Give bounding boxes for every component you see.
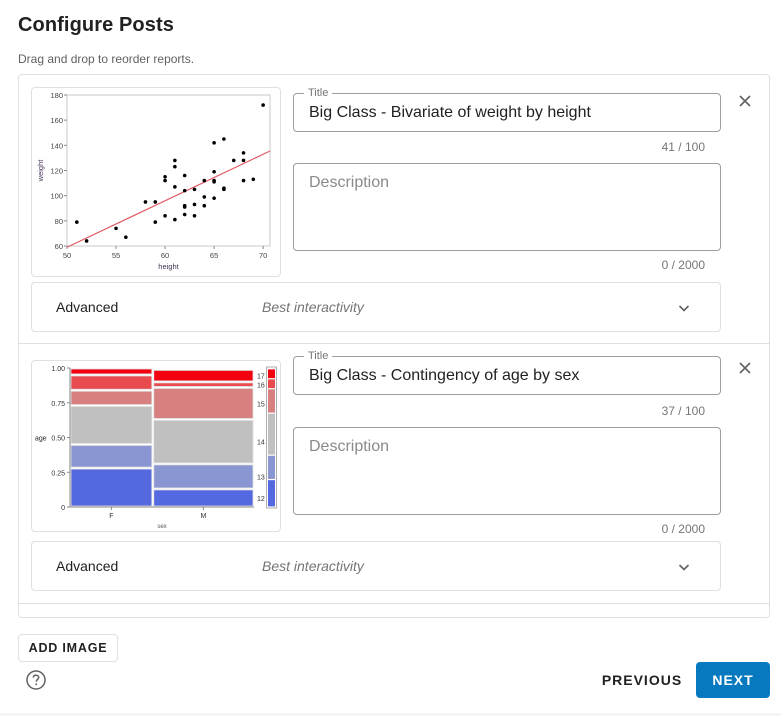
title-value[interactable]: Big Class - Bivariate of weight by heigh… (309, 104, 591, 121)
svg-text:140: 140 (50, 141, 63, 150)
svg-text:16: 16 (257, 383, 265, 390)
svg-text:55: 55 (112, 251, 120, 260)
title-label: Title (304, 349, 333, 363)
advanced-label: Advanced (56, 558, 119, 574)
svg-text:160: 160 (50, 116, 63, 125)
svg-text:180: 180 (50, 91, 63, 100)
add-image-button[interactable]: ADD IMAGE (18, 634, 118, 662)
remove-post-button[interactable] (735, 358, 755, 378)
help-circle-icon (26, 670, 46, 690)
advanced-dropdown[interactable]: Advanced Best interactivity (31, 282, 721, 332)
svg-text:height: height (158, 262, 179, 271)
advanced-value: Best interactivity (262, 299, 364, 315)
description-char-counter: 0 / 2000 (661, 258, 705, 272)
help-button[interactable] (25, 669, 47, 691)
page-title: Configure Posts (18, 14, 174, 36)
advanced-value: Best interactivity (262, 558, 364, 574)
title-label: Title (304, 86, 333, 100)
svg-text:age: age (35, 436, 47, 443)
title-char-counter: 37 / 100 (661, 404, 705, 418)
close-icon (739, 95, 751, 107)
description-char-counter: 0 / 2000 (661, 522, 705, 536)
title-input[interactable]: Title Big Class - Contingency of age by … (293, 349, 721, 395)
post-thumbnail-scatter: 60 80 100 120 140 160 180 50 55 60 65 70 height weigh… (31, 87, 281, 277)
svg-text:sex: sex (157, 524, 166, 530)
scatter-chart: 60 80 100 120 140 160 180 50 55 60 65 70 height weigh… (36, 91, 271, 271)
advanced-dropdown[interactable]: Advanced Best interactivity (31, 541, 721, 591)
previous-button[interactable]: PREVIOUS (601, 672, 683, 688)
svg-text:60: 60 (55, 242, 63, 251)
svg-text:15: 15 (257, 401, 265, 408)
chevron-down-icon (678, 305, 690, 312)
title-input[interactable]: Title Big Class - Bivariate of weight by… (293, 86, 721, 132)
page-subtitle: Drag and drop to reorder reports. (18, 52, 195, 66)
description-input[interactable]: Description (293, 163, 721, 251)
description-input[interactable]: Description (293, 427, 721, 515)
description-placeholder: Description (309, 174, 390, 191)
svg-text:14: 14 (257, 440, 265, 447)
svg-text:0.75: 0.75 (51, 401, 65, 408)
svg-text:120: 120 (50, 167, 63, 176)
description-placeholder: Description (309, 438, 390, 455)
remove-post-button[interactable] (735, 91, 755, 111)
svg-text:13: 13 (257, 474, 265, 481)
svg-text:0.50: 0.50 (51, 436, 65, 443)
title-value[interactable]: Big Class - Contingency of age by sex (309, 367, 580, 384)
svg-text:M: M (200, 513, 206, 520)
svg-text:17: 17 (257, 374, 265, 381)
svg-text:70: 70 (259, 251, 267, 260)
title-char-counter: 41 / 100 (661, 140, 705, 154)
advanced-label: Advanced (56, 299, 119, 315)
svg-text:F: F (109, 513, 113, 520)
svg-text:weight: weight (36, 159, 45, 183)
next-button[interactable]: NEXT (696, 662, 770, 698)
svg-text:80: 80 (55, 217, 63, 226)
svg-text:12: 12 (257, 496, 265, 503)
svg-text:100: 100 (50, 192, 63, 201)
post-item[interactable]: 60 80 100 120 140 160 180 50 55 60 65 70 height weigh… (19, 75, 769, 344)
close-icon (739, 362, 751, 374)
svg-text:50: 50 (63, 251, 71, 260)
svg-text:1.00: 1.00 (51, 366, 65, 373)
svg-text:0: 0 (61, 505, 65, 512)
svg-text:65: 65 (210, 251, 218, 260)
svg-text:0.25: 0.25 (51, 470, 65, 477)
posts-list: 60 80 100 120 140 160 180 50 55 60 65 70 height weigh… (18, 74, 770, 618)
chevron-down-icon (678, 564, 690, 571)
bottom-divider (0, 713, 781, 716)
svg-text:60: 60 (161, 251, 169, 260)
